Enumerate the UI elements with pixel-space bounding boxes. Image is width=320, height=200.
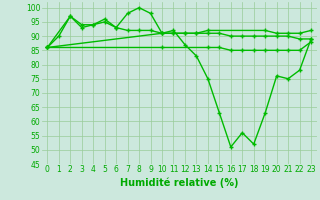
X-axis label: Humidité relative (%): Humidité relative (%) xyxy=(120,177,238,188)
